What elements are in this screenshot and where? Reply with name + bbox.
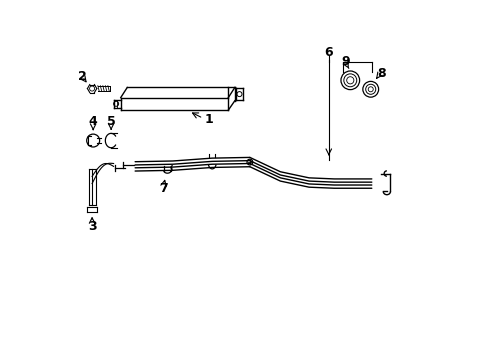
Text: 3: 3	[88, 220, 96, 233]
Text: 6: 6	[324, 46, 332, 59]
Text: 9: 9	[341, 55, 349, 68]
Text: 8: 8	[376, 67, 385, 80]
Text: 4: 4	[89, 116, 97, 129]
Text: 1: 1	[204, 113, 213, 126]
Text: 7: 7	[159, 183, 168, 195]
Text: 5: 5	[106, 116, 115, 129]
Text: 2: 2	[78, 69, 86, 82]
